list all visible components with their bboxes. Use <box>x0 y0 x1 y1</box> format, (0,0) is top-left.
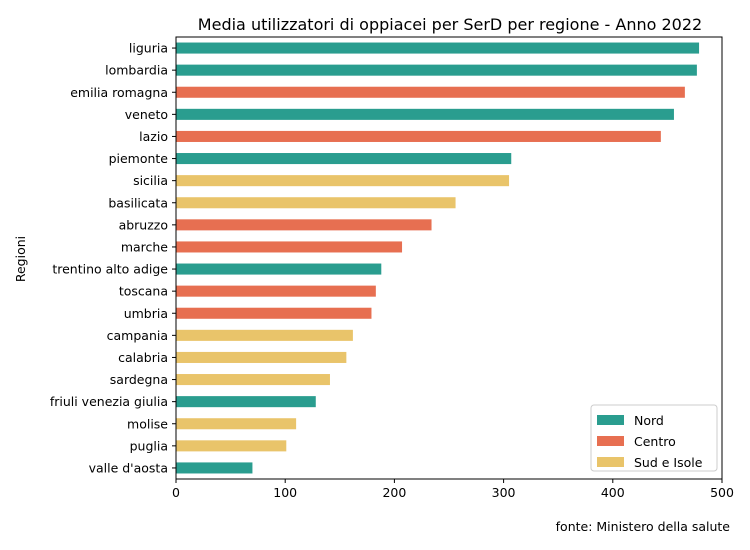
y-tick-label: molise <box>127 416 168 431</box>
x-ticks-group: 0 100 200 300 400 500 <box>172 479 734 500</box>
y-tick-label: campania <box>107 328 168 343</box>
bar-campania <box>176 329 353 341</box>
y-tick-label: emilia romagna <box>70 85 168 100</box>
bar-piemonte <box>176 153 512 165</box>
y-tick-label: lombardia <box>105 63 168 78</box>
x-tick-label: 300 <box>492 485 516 500</box>
y-tick-label: lazio <box>139 129 168 144</box>
y-tick-label: calabria <box>118 350 168 365</box>
y-tick-label: umbria <box>124 306 168 321</box>
y-axis-label: Regioni <box>13 236 28 282</box>
legend-swatch-centro <box>597 436 624 446</box>
legend-label: Nord <box>634 413 664 428</box>
bar-abruzzo <box>176 219 432 231</box>
bar-emilia-romagna <box>176 86 685 98</box>
y-ticks-group: liguria lombardia emilia romagna veneto lazi… <box>50 41 176 475</box>
legend: Nord Centro Sud e Isole <box>590 404 718 472</box>
x-tick-label: 100 <box>273 485 297 500</box>
x-tick-label: 400 <box>601 485 625 500</box>
bar-sicilia <box>176 175 510 187</box>
y-tick-label: piemonte <box>109 151 169 166</box>
bar-liguria <box>176 42 700 54</box>
bar-umbria <box>176 307 372 319</box>
x-tick-label: 200 <box>382 485 406 500</box>
y-tick-label: puglia <box>130 438 168 453</box>
x-tick-label: 500 <box>710 485 734 500</box>
bar-valle-d-aosta <box>176 462 253 474</box>
y-tick-label: abruzzo <box>119 217 168 232</box>
x-tick-label: 0 <box>172 485 180 500</box>
bar-trentino-alto-adige <box>176 263 382 275</box>
bar-marche <box>176 241 403 253</box>
y-tick-label: friuli venezia giulia <box>50 394 168 409</box>
y-tick-label: veneto <box>125 107 168 122</box>
bar-sardegna <box>176 374 330 386</box>
bar-basilicata <box>176 197 456 209</box>
y-tick-label: sicilia <box>133 173 168 188</box>
bar-friuli-venezia-giulia <box>176 396 316 408</box>
legend-swatch-sud-e-isole <box>597 457 624 467</box>
bar-lombardia <box>176 64 697 76</box>
legend-label: Centro <box>634 434 676 449</box>
bar-molise <box>176 418 297 430</box>
y-tick-label: valle d'aosta <box>89 460 168 475</box>
chart-title: Media utilizzatori di oppiacei per SerD … <box>198 15 702 34</box>
y-tick-label: marche <box>121 239 168 254</box>
y-tick-label: sardegna <box>110 372 168 387</box>
y-tick-label: trentino alto adige <box>52 262 168 277</box>
y-tick-label: basilicata <box>108 195 168 210</box>
legend-label: Sud e Isole <box>634 455 703 470</box>
bar-puglia <box>176 440 287 452</box>
y-tick-label: toscana <box>119 284 168 299</box>
legend-swatch-nord <box>597 415 624 425</box>
bars-group <box>176 42 700 474</box>
bar-toscana <box>176 285 376 297</box>
bar-calabria <box>176 351 347 363</box>
source-note: fonte: Ministero della salute <box>556 519 731 534</box>
bar-veneto <box>176 108 674 120</box>
plot-frame <box>175 36 723 480</box>
bar-lazio <box>176 130 661 142</box>
y-tick-label: liguria <box>129 41 168 56</box>
